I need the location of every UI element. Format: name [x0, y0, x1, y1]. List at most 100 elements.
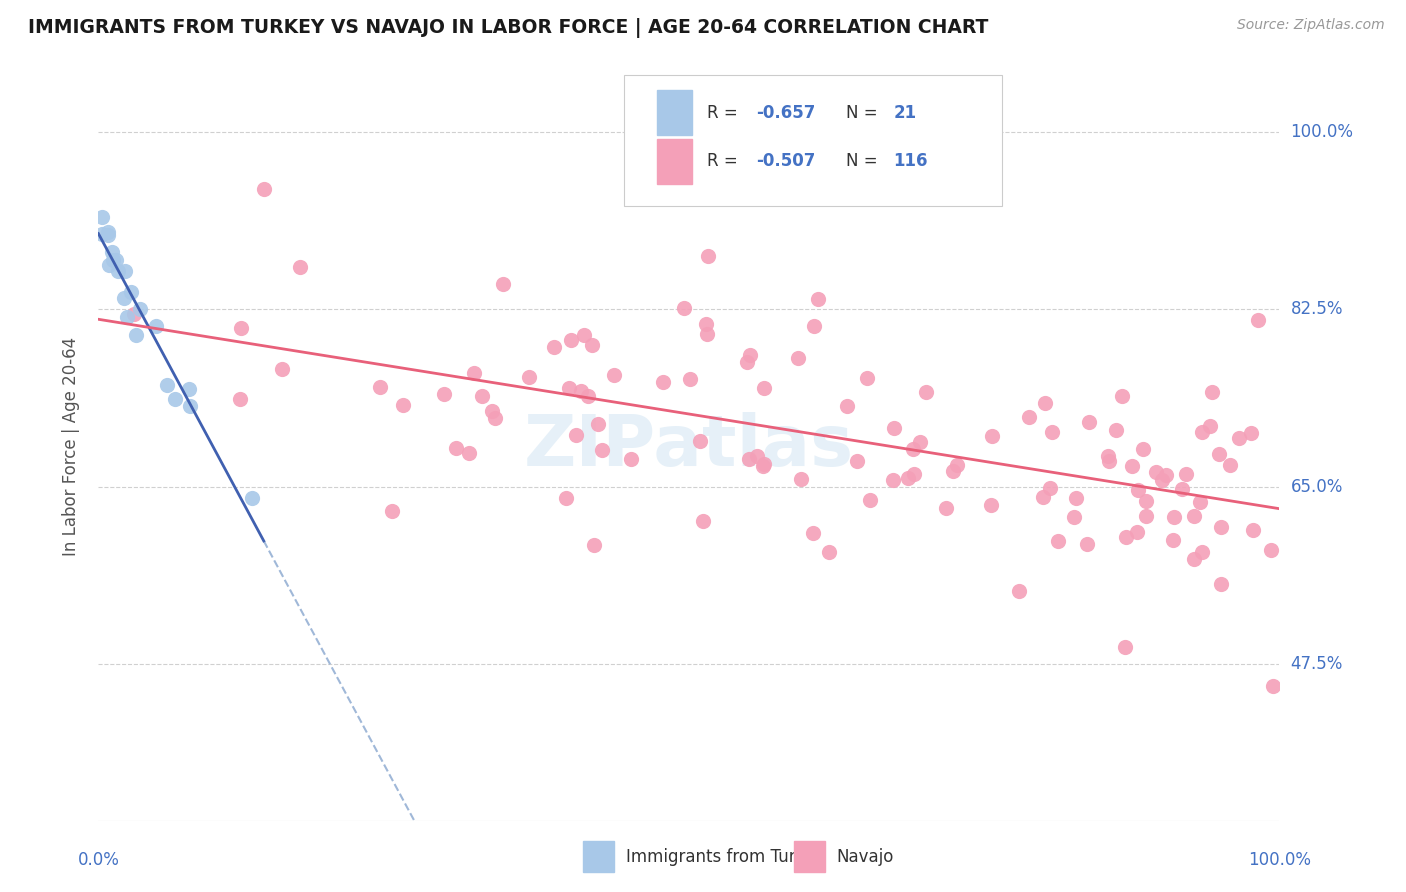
Point	[903, 467, 925, 481]
Point	[856, 371, 879, 385]
Point	[1184, 552, 1206, 566]
Text: N =: N =	[846, 153, 883, 170]
Point	[517, 370, 540, 384]
Point	[1126, 524, 1149, 539]
Point	[1040, 425, 1063, 439]
Text: 82.5%: 82.5%	[1291, 301, 1343, 318]
Point	[835, 399, 858, 413]
Text: 100.0%: 100.0%	[1249, 851, 1310, 869]
Point	[1047, 534, 1070, 549]
Point	[98, 258, 121, 272]
Point	[145, 318, 167, 333]
Point	[107, 264, 129, 278]
Point	[935, 500, 957, 515]
Point	[560, 333, 582, 347]
Point	[1211, 576, 1233, 591]
Point	[555, 491, 578, 505]
Text: N =: N =	[846, 103, 883, 121]
Point	[1208, 447, 1230, 461]
Point	[1227, 431, 1250, 445]
Point	[1154, 468, 1177, 483]
FancyBboxPatch shape	[624, 75, 1002, 206]
Point	[391, 398, 413, 412]
Point	[1219, 458, 1241, 473]
Point	[1115, 530, 1137, 544]
Text: -0.657: -0.657	[756, 103, 815, 121]
Text: R =: R =	[707, 153, 742, 170]
Point	[543, 340, 565, 354]
Point	[229, 320, 252, 334]
Point	[1211, 519, 1233, 533]
Point	[96, 225, 118, 239]
Point	[901, 442, 924, 456]
Point	[1111, 389, 1133, 403]
Point	[1032, 491, 1054, 505]
Point	[114, 263, 136, 277]
Point	[90, 210, 112, 224]
Point	[1191, 545, 1213, 559]
Point	[1132, 442, 1154, 457]
Text: IMMIGRANTS FROM TURKEY VS NAVAJO IN LABOR FORCE | AGE 20-64 CORRELATION CHART: IMMIGRANTS FROM TURKEY VS NAVAJO IN LABO…	[28, 18, 988, 37]
Point	[803, 319, 825, 334]
Point	[463, 366, 485, 380]
Point	[1240, 425, 1263, 440]
Point	[1135, 508, 1157, 523]
Point	[1064, 491, 1087, 506]
Point	[859, 493, 882, 508]
Point	[897, 471, 920, 485]
Point	[696, 326, 718, 341]
Point	[381, 504, 404, 518]
Point	[104, 252, 127, 267]
Point	[1241, 523, 1264, 537]
Point	[581, 338, 603, 352]
Point	[1263, 679, 1285, 693]
Point	[679, 371, 702, 385]
Point	[484, 411, 506, 425]
Text: Source: ZipAtlas.com: Source: ZipAtlas.com	[1237, 18, 1385, 32]
Point	[1039, 481, 1062, 495]
Point	[117, 310, 139, 325]
Point	[1135, 494, 1157, 508]
Point	[695, 317, 717, 331]
Point	[915, 384, 938, 399]
Point	[1144, 465, 1167, 479]
Point	[120, 285, 142, 299]
Point	[882, 474, 904, 488]
Point	[165, 392, 187, 407]
Point	[1246, 313, 1268, 327]
Point	[1105, 423, 1128, 437]
Point	[1198, 419, 1220, 434]
Point	[942, 465, 965, 479]
Point	[576, 389, 599, 403]
Point	[980, 498, 1002, 512]
Point	[689, 434, 711, 449]
Point	[122, 307, 145, 321]
Point	[253, 182, 276, 196]
Point	[752, 458, 775, 473]
Point	[1008, 584, 1031, 599]
Point	[1098, 454, 1121, 468]
Point	[752, 457, 775, 471]
Point	[101, 253, 124, 268]
Point	[692, 514, 714, 528]
Point	[672, 301, 695, 315]
Bar	[657, 90, 693, 135]
Point	[1114, 640, 1136, 654]
Point	[603, 368, 626, 382]
Point	[845, 453, 868, 467]
Point	[754, 381, 776, 395]
Text: 65.0%: 65.0%	[1291, 477, 1343, 495]
Point	[738, 452, 761, 467]
Point	[457, 446, 479, 460]
Point	[745, 449, 768, 463]
Point	[101, 245, 124, 260]
Text: 47.5%: 47.5%	[1291, 655, 1343, 673]
Point	[1260, 543, 1282, 558]
Text: 100.0%: 100.0%	[1291, 123, 1354, 141]
Point	[1063, 510, 1085, 524]
Point	[1163, 509, 1185, 524]
Point	[1201, 384, 1223, 399]
Point	[288, 260, 311, 274]
Text: -0.507: -0.507	[756, 153, 815, 170]
Point	[1191, 425, 1213, 439]
